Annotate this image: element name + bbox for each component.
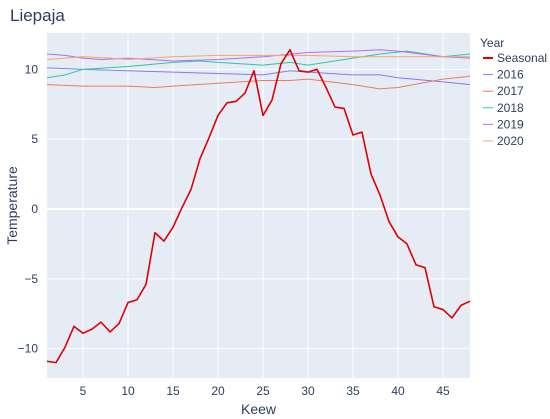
series-line-2018 xyxy=(46,50,471,79)
legend-label: 2017 xyxy=(497,84,524,98)
y-axis-title: Temperature xyxy=(4,166,20,245)
x-tick-label: 10 xyxy=(121,384,135,398)
x-axis-title: Keew xyxy=(241,401,277,417)
x-tick-label: 40 xyxy=(391,384,405,398)
legend-label: 2016 xyxy=(497,68,524,82)
grid-lines xyxy=(47,33,470,378)
legend-item-2020[interactable]: 2020 xyxy=(483,134,524,148)
legend-label: 2020 xyxy=(497,134,524,148)
x-tick-label: 15 xyxy=(166,384,180,398)
y-tick-label: 0 xyxy=(31,202,38,216)
x-tick-label: 35 xyxy=(346,384,360,398)
legend-label: 2019 xyxy=(497,117,524,131)
x-tick-label: 30 xyxy=(301,384,315,398)
y-tick-label: 5 xyxy=(31,132,38,146)
plot-area xyxy=(47,33,470,378)
legend-label: Seasonal xyxy=(497,51,547,65)
x-tick-label: 5 xyxy=(80,384,87,398)
series-layer xyxy=(46,48,471,364)
legend-title: Year xyxy=(480,36,504,50)
series-line-2016 xyxy=(46,67,471,86)
legend-item-seasonal[interactable]: Seasonal xyxy=(483,51,547,65)
chart-title: Liepaja xyxy=(10,6,65,25)
y-tick-label: 10 xyxy=(25,62,39,76)
legend[interactable]: Year Seasonal 2016 2017 2018 2019 2020 xyxy=(480,36,547,148)
x-tick-label: 20 xyxy=(211,384,225,398)
x-tick-label: 25 xyxy=(256,384,270,398)
legend-label: 2018 xyxy=(497,101,524,115)
x-tick-label: 45 xyxy=(436,384,450,398)
y-tick-label: −10 xyxy=(18,342,39,356)
y-axis-ticks: −10 −5 0 5 10 xyxy=(18,62,39,355)
legend-item-2018[interactable]: 2018 xyxy=(483,101,524,115)
series-line-2020 xyxy=(46,54,470,61)
series-line-2019 xyxy=(46,49,471,62)
series-line-seasonal xyxy=(46,48,471,364)
legend-item-2019[interactable]: 2019 xyxy=(483,117,524,131)
legend-item-2016[interactable]: 2016 xyxy=(483,68,524,82)
y-tick-label: −5 xyxy=(24,272,38,286)
legend-item-2017[interactable]: 2017 xyxy=(483,84,524,98)
x-axis-ticks: 5 10 15 20 25 30 35 40 45 xyxy=(80,384,450,398)
